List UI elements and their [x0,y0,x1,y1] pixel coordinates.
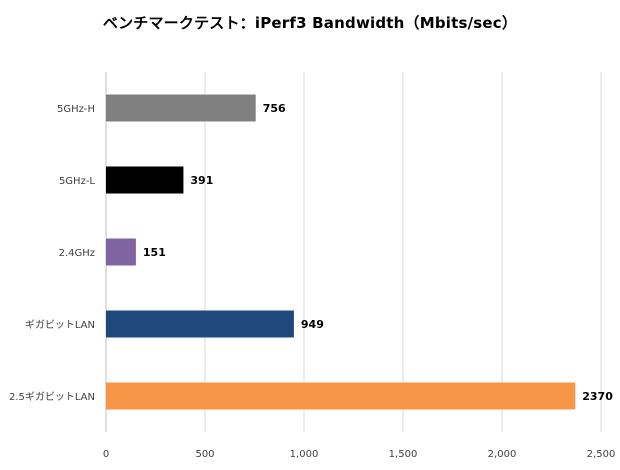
x-tick-label: 2,000 [488,449,517,460]
category-label: 2.5ギガビットLAN [9,391,95,403]
chart-title: ベンチマークテスト：iPerf3 Bandwidth（Mbits/sec） [102,14,518,32]
x-tick-label: 1,000 [290,449,319,460]
category-label: 5GHz-L [59,176,95,187]
bar-3 [106,310,294,338]
bars [106,94,576,410]
value-label: 151 [143,246,166,259]
value-label: 2370 [582,390,613,403]
x-tick-label: 500 [195,449,214,460]
labels: 0 500 1,000 1,500 2,000 2,500 5GHz-H 756 5GHz-L 3… [9,102,615,460]
category-label: 5GHz-H [57,104,95,115]
x-tick-label: 1,500 [389,449,418,460]
value-label: 756 [263,102,286,115]
category-label: 2.4GHz [59,248,95,259]
bar-1 [106,166,184,194]
x-tick-label: 2,500 [587,449,616,460]
bar-0 [106,94,256,122]
bar-2 [106,238,136,266]
value-label: 391 [190,174,213,187]
bar-4 [106,382,576,410]
category-label: ギガビットLAN [25,319,95,331]
grid-lines [105,72,602,432]
value-label: 949 [301,318,324,331]
x-tick-label: 0 [103,449,109,460]
